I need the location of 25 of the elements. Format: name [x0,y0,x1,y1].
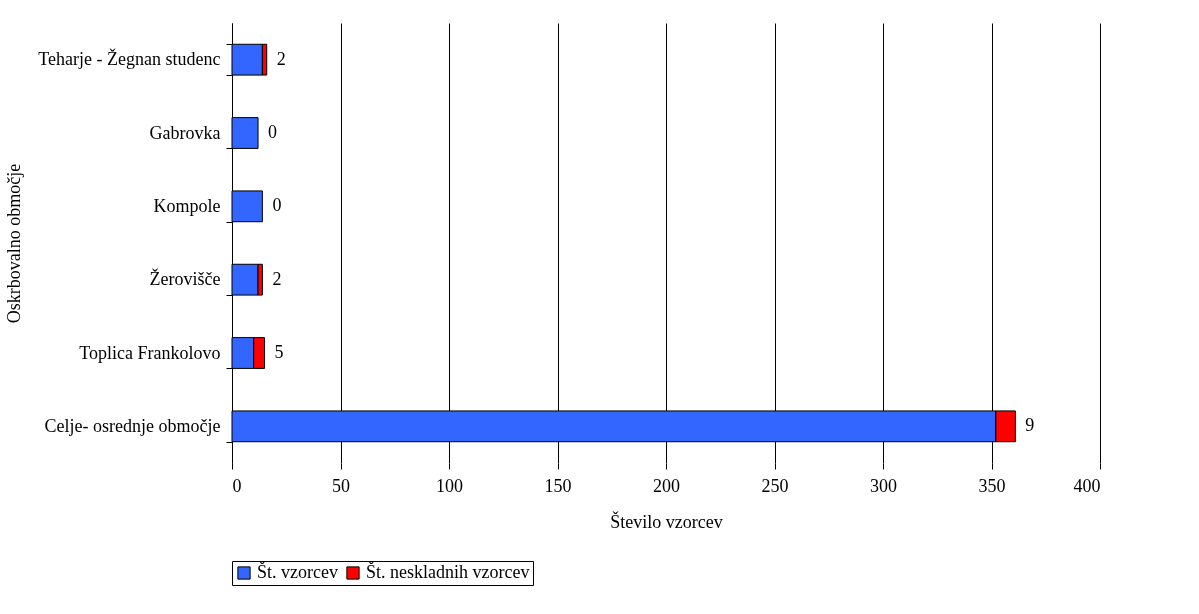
data-label: 9 [1025,415,1035,436]
y-tick-label: Celje- osrednje območje [44,415,221,436]
x-tick-label: 0 [232,475,242,496]
y-tick-label: Gabrovka [149,122,221,143]
data-label: 0 [268,122,278,142]
legend-label: Št. vzorcev [257,561,338,582]
x-tick-label: 300 [870,475,897,496]
y-tick-label: Teharje - Žegnan studenc [38,48,221,70]
x-tick-label: 50 [332,475,350,496]
x-tick-label: 150 [544,475,572,496]
legend-label: Št. neskladnih vzorcev [366,561,530,582]
y-tick-label: Žerovišče [149,268,221,290]
x-tick-label: 100 [436,475,463,496]
y-tick-label: Kompole [153,195,221,216]
x-axis-title: Število vzorcev [610,510,723,532]
x-tick-label: 200 [653,475,680,496]
data-label: 5 [274,342,284,362]
data-label: 2 [272,268,282,289]
y-tick-label: Toplica Frankolovo [79,342,221,363]
y-axis-title: Oskrbovalno območje [4,163,25,324]
x-tick-label: 350 [978,475,1006,496]
data-label: 0 [272,195,282,216]
data-label: 2 [276,48,286,69]
x-tick-label: 250 [761,475,789,496]
x-tick-label: 400 [1073,475,1101,496]
